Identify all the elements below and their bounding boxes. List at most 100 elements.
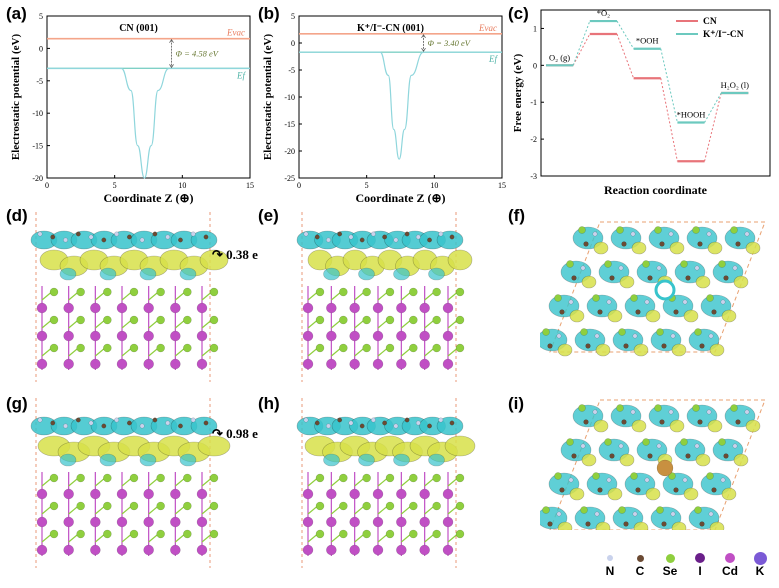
n-atom (556, 333, 562, 339)
panel-label-d: (d) (6, 206, 28, 225)
se-atom (432, 315, 441, 325)
cd-atom (170, 488, 181, 500)
potential-curve (46, 67, 250, 179)
n-atom (632, 333, 638, 339)
se-atom (616, 226, 624, 234)
c-atom (621, 241, 627, 247)
se-atom (315, 315, 325, 325)
se-atom (706, 294, 714, 302)
panel-label-a: (a) (6, 4, 27, 23)
c-atom (152, 417, 158, 423)
se-atom (103, 343, 112, 353)
n-atom (706, 231, 712, 237)
cd-atom (90, 488, 101, 500)
se-atom (362, 501, 371, 511)
se-atom (432, 501, 441, 511)
n-atom (618, 443, 624, 449)
cd-atom (349, 358, 360, 370)
n-atom (37, 231, 43, 237)
n-atom (708, 511, 714, 517)
x-axis-label: Reaction coordinate (604, 183, 708, 197)
se-atom (385, 501, 395, 511)
se-atom (409, 343, 418, 353)
charge-density-isosurface (645, 309, 661, 323)
structure-d-side-view (30, 212, 229, 382)
cd-atom (326, 358, 337, 370)
n-atom (370, 231, 376, 237)
x-tick-label: 5 (365, 181, 369, 190)
n-atom (670, 511, 676, 517)
cd-atom (143, 544, 154, 556)
x-tick-label: 0 (45, 181, 49, 190)
c-atom (547, 521, 553, 527)
y-tick-label: -5 (36, 77, 43, 86)
se-atom (315, 343, 325, 353)
cd-atom (349, 544, 360, 556)
atom-swatch-icon (695, 553, 705, 563)
charge-density-isosurface (581, 453, 597, 467)
c-atom (101, 423, 107, 429)
cd-atom (419, 516, 430, 528)
n-atom (114, 417, 120, 423)
atom-swatch-icon (725, 553, 735, 563)
se-atom (49, 287, 59, 297)
fermi-level-label: Ef (488, 54, 498, 64)
se-atom (554, 294, 562, 302)
se-atom (339, 287, 348, 297)
y-tick-label: -15 (32, 142, 43, 151)
legend-item-cd: Cd (716, 548, 744, 578)
charge-density-isosurface (745, 241, 761, 255)
y-tick-label: 0 (291, 39, 295, 48)
n-atom (630, 409, 636, 415)
c-atom (711, 309, 717, 315)
y-tick-label: -20 (32, 174, 43, 183)
charge-density-isosurface (721, 309, 737, 323)
cd-atom (302, 358, 314, 370)
cd-atom (302, 302, 314, 314)
cd-atom (116, 488, 128, 500)
se-atom (129, 529, 139, 539)
x-tick-label: 15 (498, 181, 506, 190)
y-tick-label: -10 (32, 109, 43, 118)
se-atom (209, 529, 219, 539)
potential-curve (299, 51, 502, 160)
se-atom (49, 315, 59, 325)
charge-density-isosurface (645, 487, 661, 501)
arrow-head-icon (421, 34, 426, 39)
x-tick-label: 5 (113, 181, 117, 190)
c-atom (635, 487, 641, 493)
charge-density-isosurface (695, 275, 711, 289)
y-tick-label: 5 (39, 12, 43, 21)
charge-density-isosurface (393, 453, 410, 467)
charge-density-isosurface (671, 343, 687, 357)
legend-item-k: K (746, 548, 774, 578)
charge-density-isosurface (179, 453, 197, 467)
c-atom (661, 343, 667, 349)
cd-atom (419, 302, 430, 314)
charge-density-isosurface (745, 419, 761, 433)
n-atom (438, 417, 444, 423)
charge-density-isosurface (607, 487, 623, 501)
charge-density-isosurface (358, 267, 375, 281)
panel-label-f: (f) (508, 206, 525, 225)
cd-atom (90, 358, 101, 370)
cd-atom (116, 330, 128, 342)
fermi-level-label: Ef (236, 70, 246, 80)
n-atom (732, 265, 738, 271)
se-atom (566, 260, 574, 268)
c-atom (583, 241, 589, 247)
chart-c-free-energy: 1 0 -1 -2 -3 Reaction coordinate Free energy (… (512, 8, 771, 197)
cd-atom (116, 358, 128, 370)
charge-density-isosurface (436, 230, 464, 250)
y-tick-label: 5 (291, 12, 295, 21)
c-atom (203, 420, 209, 426)
y-axis-label: Electrostatic potential (eV) (262, 34, 274, 161)
se-atom (76, 315, 85, 325)
y-tick-label: -10 (284, 93, 295, 102)
n-atom (88, 234, 94, 240)
se-atom (362, 473, 371, 483)
n-atom (393, 423, 399, 429)
c-atom (711, 487, 717, 493)
c-atom (735, 241, 741, 247)
